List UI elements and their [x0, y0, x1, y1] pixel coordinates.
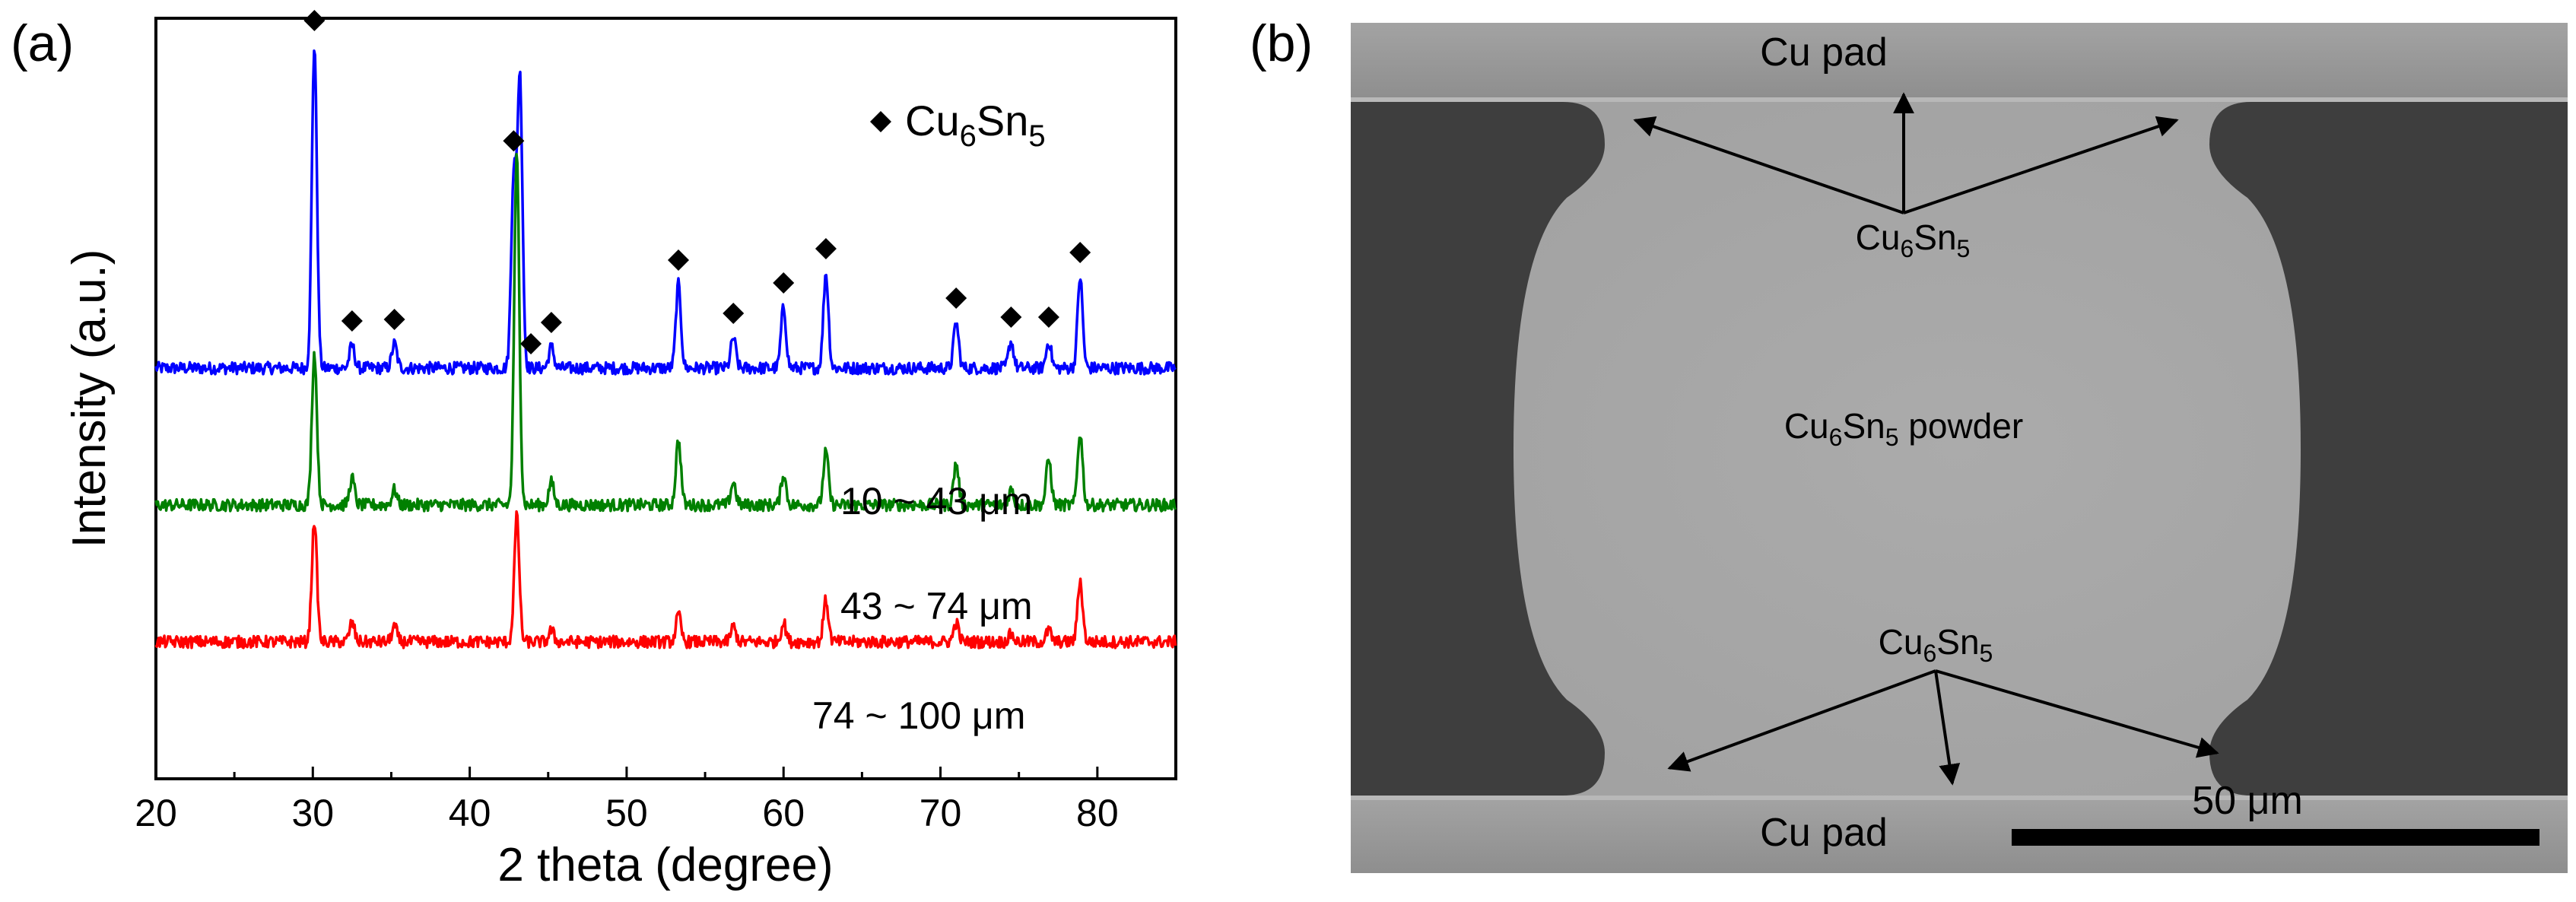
- arrow-top-right: [1903, 116, 2179, 214]
- bottom-imc-layer: [1351, 796, 2568, 800]
- plot-frame: [154, 17, 1177, 780]
- peak-diamond-icon: [520, 332, 542, 354]
- peak-diamond-icon: [303, 10, 326, 31]
- peak-diamond-icon: [1000, 306, 1022, 328]
- series-label-2: 43 ~ 74 μm: [840, 585, 1033, 627]
- peak-diamond-icon: [723, 303, 745, 324]
- peak-diamond-icon: [945, 287, 967, 309]
- annotation-arrows: [1633, 92, 2219, 786]
- x-tick-label: 40: [449, 792, 491, 834]
- scale-bar: [2012, 829, 2539, 846]
- x-tick-label: 30: [291, 792, 334, 834]
- peak-diamond-icon: [503, 130, 525, 152]
- x-axis-ticks: [154, 767, 1177, 779]
- panel-b-label: (b): [1250, 14, 1313, 72]
- top-imc-label: Cu6Sn5: [1856, 218, 1971, 262]
- x-axis-label: 2 theta (degree): [497, 839, 833, 891]
- series-line-2: [154, 153, 1177, 513]
- x-tick-label: 50: [605, 792, 648, 834]
- peak-diamond-icon: [1037, 306, 1059, 328]
- series-line-1: [154, 49, 1177, 376]
- panel-b-micrograph: (b) Cu pad Cu pad Cu6Sn5 Cu6Sn5 powder: [1250, 14, 2568, 873]
- peak-markers: [303, 10, 1091, 354]
- x-axis-tick-labels: 20 30 40 50 60 70 80: [135, 792, 1118, 834]
- arrow-bottom-center: [1934, 670, 1961, 786]
- arrow-top-left: [1633, 116, 1904, 214]
- peak-diamond-icon: [383, 309, 405, 330]
- peak-diamond-icon: [668, 249, 690, 271]
- right-mold-region: [2209, 102, 2568, 796]
- series-labels: 10 ~ 43 μm 43 ~ 74 μm 74 ~ 100 μm: [812, 480, 1033, 737]
- legend: Cu6Sn5: [870, 97, 1046, 153]
- x-tick-label: 80: [1076, 792, 1119, 834]
- legend-diamond-icon: [870, 111, 891, 132]
- x-tick-label: 20: [135, 792, 177, 834]
- x-tick-label: 60: [762, 792, 805, 834]
- panel-a-label: (a): [11, 14, 74, 72]
- scale-bar-label: 50 μm: [2192, 779, 2303, 823]
- series-label-3: 74 ~ 100 μm: [812, 694, 1025, 737]
- top-cu-pad: [1351, 23, 2568, 99]
- arrow-bottom-left: [1667, 669, 1936, 772]
- arrow-bottom-right: [1935, 669, 2219, 758]
- peak-diamond-icon: [773, 272, 795, 294]
- y-axis-label: Intensity (a.u.): [63, 249, 116, 548]
- series-line-3: [154, 510, 1177, 650]
- top-imc-layer: [1351, 97, 2568, 102]
- x-tick-label: 70: [920, 792, 962, 834]
- panel-a-xrd-chart: (a) 20 30 40 50 60 70 80 2 theta (degree) Inte…: [11, 10, 1177, 891]
- left-mold-region: [1351, 102, 1605, 796]
- top-pad-label: Cu pad: [1760, 30, 1888, 75]
- legend-label: Cu6Sn5: [905, 97, 1046, 153]
- series-lines: [154, 49, 1177, 650]
- series-label-1: 10 ~ 43 μm: [840, 480, 1033, 522]
- powder-label: Cu6Sn5 powder: [1784, 406, 2023, 451]
- bottom-imc-label: Cu6Sn5: [1879, 622, 1993, 667]
- bottom-pad-label: Cu pad: [1760, 811, 1888, 855]
- peak-diamond-icon: [815, 238, 837, 259]
- peak-diamond-icon: [341, 310, 363, 332]
- peak-diamond-icon: [540, 312, 562, 333]
- peak-diamond-icon: [1069, 242, 1091, 263]
